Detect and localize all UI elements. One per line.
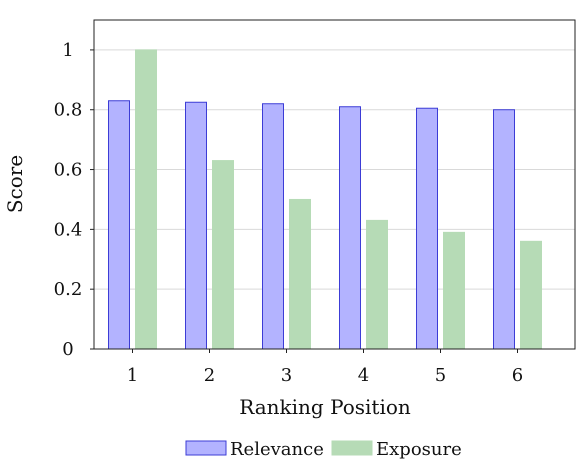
y-tick-label: 0.8 — [54, 100, 83, 121]
y-axis-label: Score — [3, 155, 27, 213]
x-tick-label: 2 — [204, 365, 215, 386]
bar-relevance-5 — [416, 107, 438, 350]
x-tick-label: 4 — [358, 365, 369, 386]
bar-relevance-6 — [493, 109, 515, 350]
x-tick-label: 3 — [281, 365, 292, 386]
bars — [108, 49, 542, 350]
y-tick-label: 0.6 — [54, 160, 83, 181]
x-tick-label: 5 — [435, 365, 446, 386]
legend-swatch-relevance — [185, 440, 227, 456]
legend-label-relevance: Relevance — [230, 439, 324, 460]
x-tick-label: 1 — [127, 365, 138, 386]
legend: Relevance Exposure — [185, 439, 462, 460]
bar-exposure-1 — [135, 49, 157, 350]
plot-frame — [93, 19, 576, 350]
bar-exposure-2 — [212, 160, 234, 350]
bar-relevance-3 — [262, 103, 284, 350]
y-tick-label: 0 — [62, 339, 73, 360]
bar-relevance-4 — [339, 106, 361, 350]
legend-swatch-exposure — [331, 440, 373, 456]
bar-exposure-3 — [289, 198, 311, 350]
x-axis-label: Ranking Position — [239, 395, 411, 419]
ticks: 0 0.2 0.4 0.6 0.8 1 1 2 3 4 5 6 — [54, 40, 524, 386]
bar-exposure-6 — [520, 240, 542, 350]
bar-relevance-2 — [185, 101, 207, 350]
bar-exposure-4 — [366, 219, 388, 350]
bar-relevance-1 — [108, 100, 130, 350]
x-tick-label: 6 — [512, 365, 523, 386]
y-tick-label: 0.2 — [54, 279, 83, 300]
bar-exposure-5 — [443, 231, 465, 350]
y-tick-label: 0.4 — [54, 219, 83, 240]
y-tick-label: 1 — [62, 40, 73, 61]
legend-label-exposure: Exposure — [376, 439, 462, 460]
